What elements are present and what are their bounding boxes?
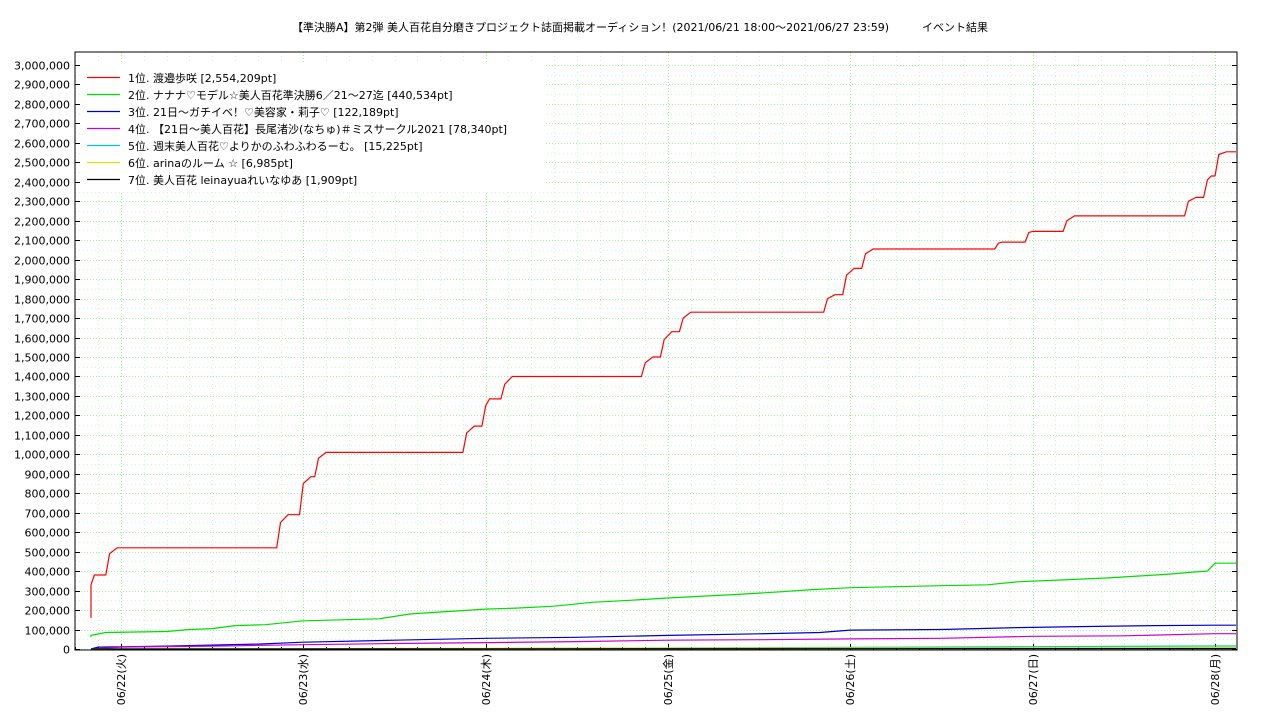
x-axis: 06/22(火) 06/23(水) 06/24(木) 06/25(金) 06/26(土)…	[75, 644, 1222, 705]
y-tick-label: 2,900,000	[14, 79, 70, 92]
series-line-1	[90, 151, 1236, 618]
y-tick-label: 200,000	[25, 605, 71, 618]
y-tick-label: 300,000	[25, 586, 71, 599]
x-tick-label: 06/23(水)	[297, 654, 310, 705]
legend-entry: 4位. 【21日〜美人百花】長尾渚沙(なちゅ)＃ミスサークル2021 [78,3…	[128, 122, 507, 136]
x-tick-label: 06/22(火)	[115, 654, 128, 705]
y-tick-label: 900,000	[25, 469, 71, 482]
y-tick-label: 2,300,000	[14, 196, 70, 209]
y-tick-label: 1,300,000	[14, 391, 70, 404]
x-tick-label: 06/25(金)	[661, 654, 675, 705]
y-tick-label: 2,000,000	[14, 255, 70, 268]
grid	[75, 52, 1237, 650]
legend-box	[80, 63, 544, 191]
y-tick-label: 1,800,000	[14, 294, 70, 307]
y-tick-label: 100,000	[25, 625, 71, 638]
plot-frame	[74, 51, 1238, 651]
legend-entry: 2位. ナナナ♡モデル☆美人百花準決勝6／21〜27迄 [440,534pt]	[128, 88, 453, 102]
series-lines	[90, 151, 1236, 650]
chart-title: 【準決勝A】第2弾 美人百花自分磨きプロジェクト誌面掲載オーディション！(202…	[291, 21, 989, 34]
series-line-2	[90, 562, 1236, 638]
legend-entry: 5位. 週末美人百花♡よりかのふわふわるーむ。 [15,225pt]	[128, 139, 423, 153]
y-tick-label: 1,400,000	[14, 371, 70, 384]
legend-entry: 3位. 21日〜ガチイベ！♡美容家・莉子♡ [122,189pt]	[128, 105, 399, 119]
y-tick-label: 3,000,000	[14, 60, 70, 73]
y-tick-label: 400,000	[25, 566, 71, 579]
x-tick-label: 06/24(木)	[480, 654, 493, 705]
y-tick-label: 2,500,000	[14, 157, 70, 170]
series-line-4	[90, 633, 1236, 650]
y-tick-label: 1,600,000	[14, 333, 70, 346]
y-tick-label: 0	[63, 644, 70, 657]
y-tick-label: 1,700,000	[14, 313, 70, 326]
legend: 1位. 渡邉歩咲 [2,554,209pt] 2位. ナナナ♡モデル☆美人百花準決…	[80, 63, 544, 191]
y-axis: 0 100,000 200,000 300,000 400,000 500,000 600,…	[14, 60, 1237, 657]
y-tick-label: 1,200,000	[14, 410, 70, 423]
y-tick-label: 600,000	[25, 527, 71, 540]
legend-entry: 6位. arinaのルーム ☆ [6,985pt]	[128, 156, 293, 170]
y-tick-label: 2,100,000	[14, 235, 70, 248]
x-tick-label: 06/26(土)	[844, 654, 857, 705]
y-tick-label: 2,400,000	[14, 177, 70, 190]
y-tick-label: 1,900,000	[14, 274, 70, 287]
x-tick-label: 06/28(月)	[1209, 654, 1222, 705]
legend-entry: 1位. 渡邉歩咲 [2,554,209pt]	[128, 71, 276, 85]
y-tick-label: 2,200,000	[14, 216, 70, 229]
y-tick-label: 1,100,000	[14, 430, 70, 443]
y-tick-label: 500,000	[25, 547, 71, 560]
y-tick-label: 2,600,000	[14, 138, 70, 151]
legend-entry: 7位. 美人百花 leinayuaれいなゆあ [1,909pt]	[128, 173, 357, 187]
y-tick-label: 2,700,000	[14, 118, 70, 131]
y-tick-label: 800,000	[25, 488, 71, 501]
y-tick-label: 1,000,000	[14, 449, 70, 462]
y-tick-label: 2,800,000	[14, 99, 70, 112]
y-tick-label: 1,500,000	[14, 352, 70, 365]
x-tick-label: 06/27(日)	[1027, 654, 1040, 705]
y-tick-label: 700,000	[25, 508, 71, 521]
series-line-3	[90, 624, 1236, 650]
